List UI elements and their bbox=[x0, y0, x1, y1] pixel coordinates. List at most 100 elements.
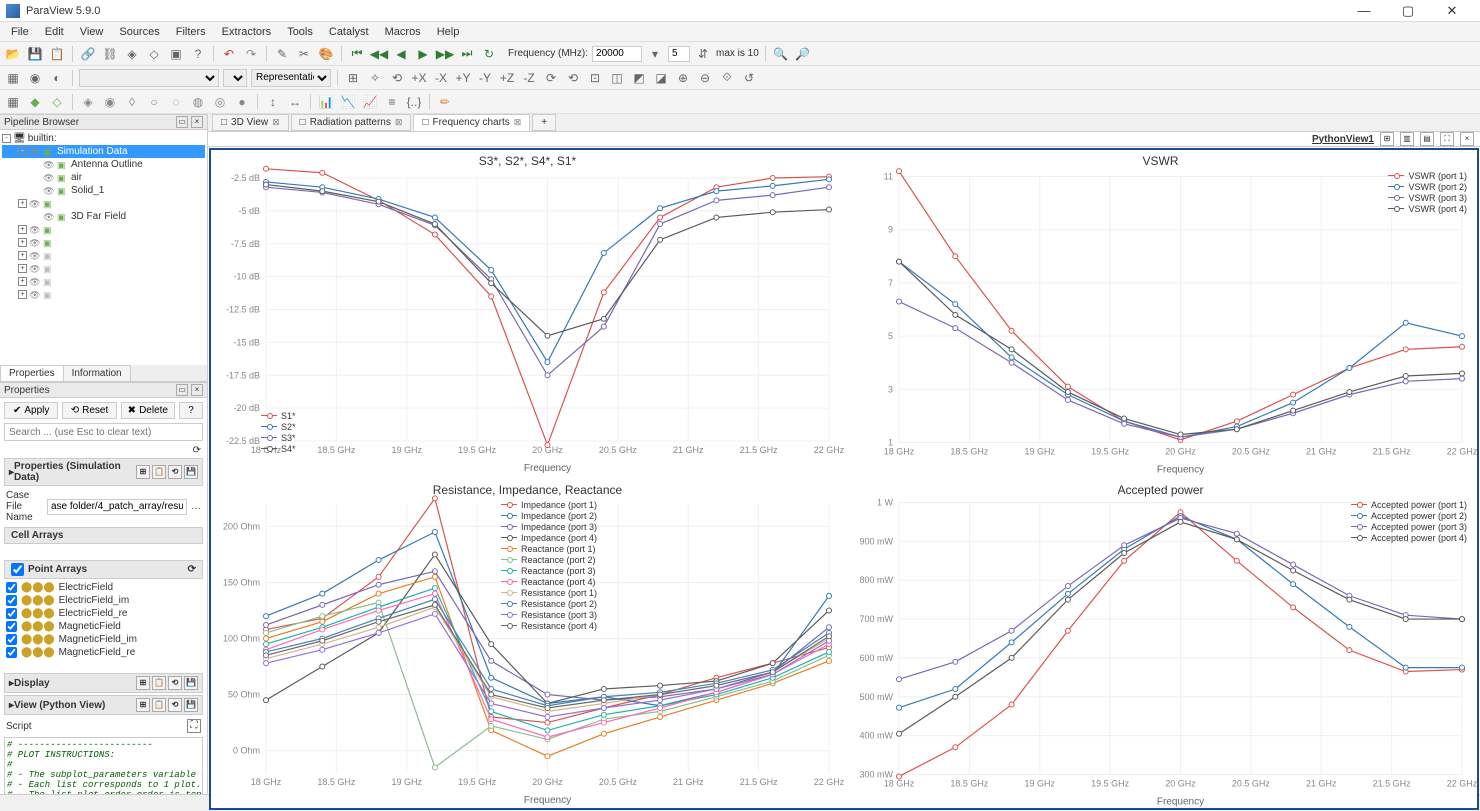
pythonview-label[interactable]: PythonView1 bbox=[1312, 134, 1374, 145]
t2b-icon[interactable]: ◉ bbox=[26, 69, 44, 87]
tree-item[interactable]: 👁▣Antenna Outline bbox=[2, 158, 205, 171]
information-tab[interactable]: Information bbox=[63, 365, 131, 381]
menu-sources[interactable]: Sources bbox=[112, 24, 166, 40]
tool2-icon[interactable]: ✂ bbox=[295, 45, 313, 63]
vh3-icon[interactable]: ▤ bbox=[1420, 132, 1434, 146]
f1-icon[interactable]: ▦ bbox=[4, 93, 22, 111]
px-icon[interactable]: +X bbox=[410, 69, 428, 87]
ps2-icon[interactable]: 📋 bbox=[152, 465, 166, 479]
f3-icon[interactable]: ◇ bbox=[48, 93, 66, 111]
vs4-icon[interactable]: 💾 bbox=[184, 698, 198, 712]
pz-icon[interactable]: +Z bbox=[498, 69, 516, 87]
tree-item[interactable]: +👁▣ bbox=[2, 236, 205, 249]
prev-frame-icon[interactable]: ◀◀ bbox=[370, 45, 388, 63]
script-expand-icon[interactable]: ⛶ bbox=[187, 719, 201, 733]
tree-item[interactable]: +👁▣ bbox=[2, 262, 205, 275]
f5-icon[interactable]: ◉ bbox=[101, 93, 119, 111]
ps3-icon[interactable]: ⟲ bbox=[168, 465, 182, 479]
tree-item[interactable]: 👁▣Solid_1 bbox=[2, 184, 205, 197]
menu-filters[interactable]: Filters bbox=[169, 24, 213, 40]
menu-view[interactable]: View bbox=[73, 24, 111, 40]
tree-root[interactable]: -🖥builtin: bbox=[2, 132, 205, 145]
play-icon[interactable]: ▶ bbox=[414, 45, 432, 63]
redo-icon[interactable]: ↷ bbox=[242, 45, 260, 63]
f16-icon[interactable]: 📈 bbox=[361, 93, 379, 111]
add-view-tab[interactable]: + bbox=[532, 114, 556, 131]
f9-icon[interactable]: ◍ bbox=[189, 93, 207, 111]
tree-item[interactable]: +👁▣ bbox=[2, 197, 205, 210]
connect-icon[interactable]: 🔗 bbox=[79, 45, 97, 63]
tree-item[interactable]: +👁▣ bbox=[2, 288, 205, 301]
vcr-dropdown-icon[interactable]: ▾ bbox=[646, 45, 664, 63]
save-icon[interactable]: 💾 bbox=[26, 45, 44, 63]
misc1-icon[interactable]: ◫ bbox=[608, 69, 626, 87]
menu-edit[interactable]: Edit bbox=[38, 24, 71, 40]
array-row[interactable]: ⬤⬤⬤ElectricField_re bbox=[0, 607, 207, 620]
t2a-icon[interactable]: ▦ bbox=[4, 69, 22, 87]
vs1-icon[interactable]: ⊞ bbox=[136, 698, 150, 712]
point-arrays-refresh-icon[interactable]: ⟳ bbox=[188, 564, 196, 575]
array-row[interactable]: ⬤⬤⬤ElectricField_im bbox=[0, 594, 207, 607]
nz-icon[interactable]: -Z bbox=[520, 69, 538, 87]
delete-button[interactable]: ✖Delete bbox=[121, 402, 175, 419]
view-tab[interactable]: □Frequency charts⊠ bbox=[413, 114, 530, 131]
misc2-icon[interactable]: ◩ bbox=[630, 69, 648, 87]
help-icon[interactable]: ? bbox=[189, 45, 207, 63]
undock2-icon[interactable]: ▭ bbox=[176, 384, 188, 396]
vs2-icon[interactable]: 📋 bbox=[152, 698, 166, 712]
tree-item[interactable]: 👁▣3D Far Field bbox=[2, 210, 205, 223]
point-arrays-checkbox[interactable] bbox=[11, 563, 24, 576]
reset-button[interactable]: ⟲Reset bbox=[62, 402, 116, 419]
properties-section[interactable]: ▸ Properties (Simulation Data) ⊞📋⟲💾 bbox=[4, 458, 203, 486]
misc5-icon[interactable]: ⊖ bbox=[696, 69, 714, 87]
vh5-icon[interactable]: × bbox=[1460, 132, 1474, 146]
misc3-icon[interactable]: ◪ bbox=[652, 69, 670, 87]
shape-icon[interactable]: ◈ bbox=[123, 45, 141, 63]
tree-item[interactable]: +👁▣ bbox=[2, 275, 205, 288]
vcr-step-input[interactable] bbox=[668, 46, 690, 62]
f17-icon[interactable]: ≡ bbox=[383, 93, 401, 111]
array-row[interactable]: ⬤⬤⬤MagneticField bbox=[0, 620, 207, 633]
tool3-icon[interactable]: 🎨 bbox=[317, 45, 335, 63]
menu-tools[interactable]: Tools bbox=[280, 24, 320, 40]
tool1-icon[interactable]: ✎ bbox=[273, 45, 291, 63]
properties-tab[interactable]: Properties bbox=[0, 365, 64, 381]
ds2-icon[interactable]: 📋 bbox=[152, 676, 166, 690]
ds1-icon[interactable]: ⊞ bbox=[136, 676, 150, 690]
ps4-icon[interactable]: 💾 bbox=[184, 465, 198, 479]
ds3-icon[interactable]: ⟲ bbox=[168, 676, 182, 690]
window-close-button[interactable]: ✕ bbox=[1430, 3, 1474, 19]
display-section[interactable]: ▸ Display ⊞📋⟲💾 bbox=[4, 673, 203, 693]
f13-icon[interactable]: ↔ bbox=[286, 93, 304, 111]
representation-select[interactable]: Representation bbox=[251, 69, 331, 87]
axes3d-icon[interactable]: ⊞ bbox=[344, 69, 362, 87]
ps1-icon[interactable]: ⊞ bbox=[136, 465, 150, 479]
f2-icon[interactable]: ◆ bbox=[26, 93, 44, 111]
array-row[interactable]: ⬤⬤⬤MagneticField_im bbox=[0, 633, 207, 646]
window-minimize-button[interactable]: — bbox=[1342, 3, 1386, 18]
undock-icon[interactable]: ▭ bbox=[176, 116, 188, 128]
tree-item[interactable]: +👁▣ bbox=[2, 249, 205, 262]
ds4-icon[interactable]: 💾 bbox=[184, 676, 198, 690]
vs3-icon[interactable]: ⟲ bbox=[168, 698, 182, 712]
undo-icon[interactable]: ↶ bbox=[220, 45, 238, 63]
menu-file[interactable]: File bbox=[4, 24, 36, 40]
last-frame-icon[interactable]: ⏭ bbox=[458, 45, 476, 63]
misc4-icon[interactable]: ⊕ bbox=[674, 69, 692, 87]
first-frame-icon[interactable]: ⏮ bbox=[348, 45, 366, 63]
f6-icon[interactable]: ◊ bbox=[123, 93, 141, 111]
cell-arrays-label[interactable]: Cell Arrays bbox=[11, 530, 63, 541]
array-row[interactable]: ⬤⬤⬤MagneticField_re bbox=[0, 646, 207, 659]
script-textarea[interactable]: # ------------------------- # PLOT INSTR… bbox=[4, 737, 203, 794]
zoom-fit-icon[interactable]: ⊡ bbox=[586, 69, 604, 87]
window-maximize-button[interactable]: ▢ bbox=[1386, 3, 1430, 19]
apply-button[interactable]: ✔Apply bbox=[4, 402, 58, 419]
vcr-step-spinner-icon[interactable]: ⇵ bbox=[694, 45, 712, 63]
menu-macros[interactable]: Macros bbox=[378, 24, 428, 40]
view-tab[interactable]: □3D View⊠ bbox=[212, 114, 289, 131]
property-search-input[interactable] bbox=[4, 423, 203, 441]
rot-90-icon[interactable]: ⟲ bbox=[564, 69, 582, 87]
close2-icon[interactable]: × bbox=[191, 384, 203, 396]
play-back-icon[interactable]: ◀ bbox=[392, 45, 410, 63]
misc6-icon[interactable]: ⟐ bbox=[718, 69, 736, 87]
